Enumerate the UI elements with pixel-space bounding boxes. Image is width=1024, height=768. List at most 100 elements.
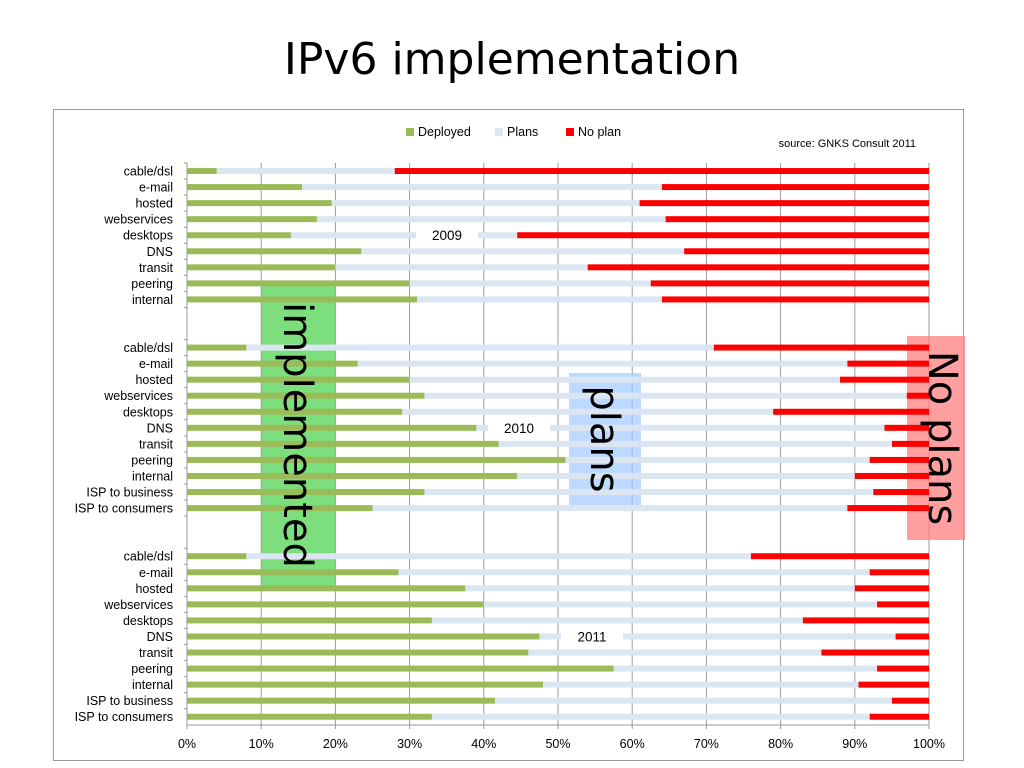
category-label: e-mail <box>139 566 173 580</box>
bar-deployed <box>187 232 291 239</box>
category-label: ISP to consumers <box>75 710 173 724</box>
bar-plans <box>290 232 518 239</box>
bar-no-plan <box>750 553 929 560</box>
bar-deployed <box>187 489 425 496</box>
category-label: cable/dsl <box>124 341 173 355</box>
bar-plans <box>331 200 640 207</box>
legend-label: Plans <box>507 125 538 139</box>
category-label: ISP to business <box>86 694 173 708</box>
category-label: internal <box>132 678 173 692</box>
bar-deployed <box>187 633 540 640</box>
bar-plans <box>465 585 855 592</box>
bar-no-plan <box>639 200 929 207</box>
bar-plans <box>302 184 662 191</box>
bar-plans <box>565 456 870 463</box>
year-label: 2011 <box>577 629 606 644</box>
category-label: DNS <box>147 630 173 644</box>
bar-plans <box>417 296 662 303</box>
bar-plans <box>398 569 870 576</box>
bar-deployed <box>187 617 432 624</box>
legend-swatch <box>566 128 574 136</box>
bar-no-plan <box>847 505 929 512</box>
category-label: cable/dsl <box>124 165 173 179</box>
category-label: desktops <box>123 614 173 628</box>
year-label-box <box>488 416 550 439</box>
bar-no-plan <box>873 489 929 496</box>
bar-deployed <box>187 601 484 608</box>
bar-plans <box>483 601 878 608</box>
bar-plans <box>246 344 714 351</box>
bar-deployed <box>187 216 317 223</box>
bar-plans <box>494 697 892 704</box>
bar-plans <box>335 264 588 271</box>
bar-no-plan <box>773 408 929 415</box>
category-label: peering <box>131 277 173 291</box>
x-tick-label: 30% <box>397 737 422 751</box>
category-label: internal <box>132 293 173 307</box>
bar-no-plan <box>650 280 929 287</box>
category-label: hosted <box>135 197 173 211</box>
bar-plans <box>372 505 848 512</box>
category-label: desktops <box>123 405 173 419</box>
bar-deployed <box>187 184 303 191</box>
category-label: e-mail <box>139 357 173 371</box>
category-label: cable/dsl <box>124 550 173 564</box>
bar-plans <box>361 248 685 255</box>
category-label: hosted <box>135 373 173 387</box>
category-label: DNS <box>147 421 173 435</box>
x-tick-label: 100% <box>913 737 945 751</box>
stacked-bar-chart: cable/dsl e-mail hosted webservices desktops… <box>75 125 965 751</box>
legend-label: Deployed <box>418 125 471 139</box>
bar-plans <box>402 408 774 415</box>
bar-deployed <box>187 376 410 383</box>
bar-plans <box>498 440 892 447</box>
bar-no-plan <box>847 360 929 367</box>
bar-deployed <box>187 665 614 672</box>
bar-no-plan <box>665 216 929 223</box>
bar-no-plan <box>713 344 929 351</box>
bar-deployed <box>187 280 410 287</box>
bar-deployed <box>187 408 403 415</box>
x-tick-label: 10% <box>249 737 274 751</box>
bar-plans <box>613 665 878 672</box>
chart-frame: cable/dsl e-mail hosted webservices desktops… <box>53 109 965 761</box>
bar-no-plan <box>854 472 929 479</box>
bar-deployed <box>187 360 358 367</box>
category-label: ISP to business <box>86 486 173 500</box>
bar-deployed <box>187 200 332 207</box>
x-tick-label: 40% <box>471 737 496 751</box>
annotation-box-implemented <box>261 284 335 587</box>
bar-deployed <box>187 424 477 431</box>
bar-deployed <box>187 505 373 512</box>
category-label: ISP to consumers <box>75 502 173 516</box>
bar-no-plan <box>891 440 929 447</box>
bar-no-plan <box>877 601 929 608</box>
bar-deployed <box>187 168 217 175</box>
legend-swatch <box>406 128 414 136</box>
bar-no-plan <box>877 665 929 672</box>
bar-deployed <box>187 472 518 479</box>
category-label: transit <box>139 261 174 275</box>
bar-deployed <box>187 264 336 271</box>
source-label: source: GNKS Consult 2011 <box>779 138 916 150</box>
bar-deployed <box>187 569 399 576</box>
bar-no-plan <box>394 168 929 175</box>
bar-no-plan <box>858 681 929 688</box>
bar-plans <box>409 376 840 383</box>
bar-deployed <box>187 248 362 255</box>
bar-no-plan <box>869 713 929 720</box>
bar-no-plan <box>854 585 929 592</box>
bar-no-plan <box>661 184 929 191</box>
x-tick-label: 70% <box>694 737 719 751</box>
year-label-box <box>416 224 478 247</box>
bar-deployed <box>187 553 247 560</box>
category-label: DNS <box>147 245 173 259</box>
bar-no-plan <box>661 296 929 303</box>
bar-no-plan <box>869 569 929 576</box>
year-label: 2010 <box>504 421 534 436</box>
category-label: webservices <box>103 213 173 227</box>
x-tick-label: 20% <box>323 737 348 751</box>
category-label: internal <box>132 469 173 483</box>
bar-plans <box>424 489 874 496</box>
category-label: peering <box>131 453 173 467</box>
